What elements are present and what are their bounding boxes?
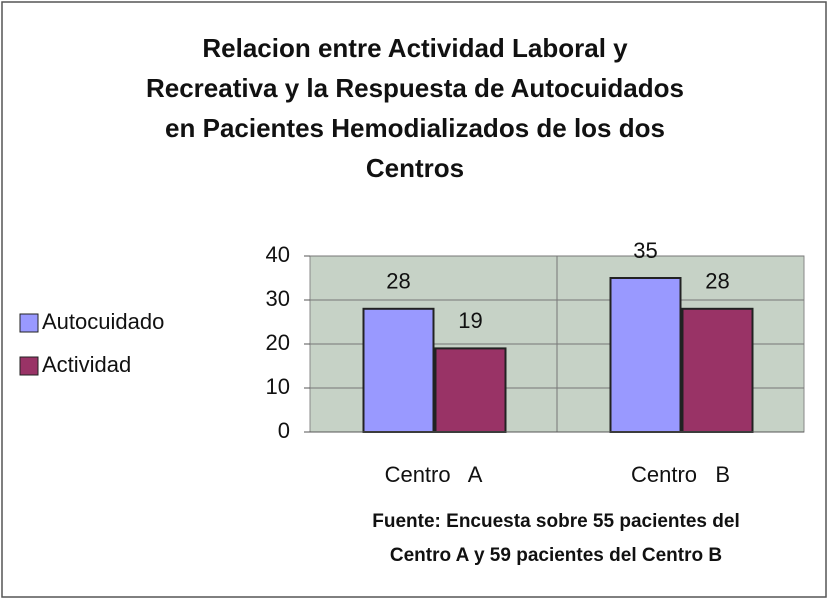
data-label: 19	[458, 308, 482, 333]
y-tick-label: 40	[266, 242, 290, 267]
x-tick-label: Centro B	[631, 462, 730, 487]
source-note: Fuente: Encuesta sobre 55 pacientes del	[372, 511, 739, 532]
chart-title: en Pacientes Hemodializados de los dos	[165, 113, 665, 143]
bar	[434, 347, 507, 433]
legend-swatch	[19, 313, 39, 333]
chart-title: Recreativa y la Respuesta de Autocuidado…	[146, 73, 684, 103]
y-tick-label: 30	[266, 286, 290, 311]
chart-title: Relacion entre Actividad Laboral y	[202, 33, 628, 63]
bar	[362, 307, 435, 433]
data-label: 35	[633, 238, 657, 263]
source-note: Centro A y 59 pacientes del Centro B	[390, 545, 722, 566]
y-tick-label: 20	[266, 330, 290, 355]
x-tick-label: Centro A	[385, 462, 483, 487]
y-tick-label: 0	[278, 418, 290, 443]
data-label: 28	[386, 269, 410, 294]
data-label: 28	[705, 269, 729, 294]
y-tick-label: 10	[266, 374, 290, 399]
chart-title: Centros	[366, 153, 464, 183]
legend-label: Actividad	[42, 352, 131, 377]
legend-label: Autocuidado	[42, 309, 164, 334]
bar	[609, 277, 682, 433]
legend-swatch	[19, 356, 39, 376]
bar	[681, 307, 754, 433]
